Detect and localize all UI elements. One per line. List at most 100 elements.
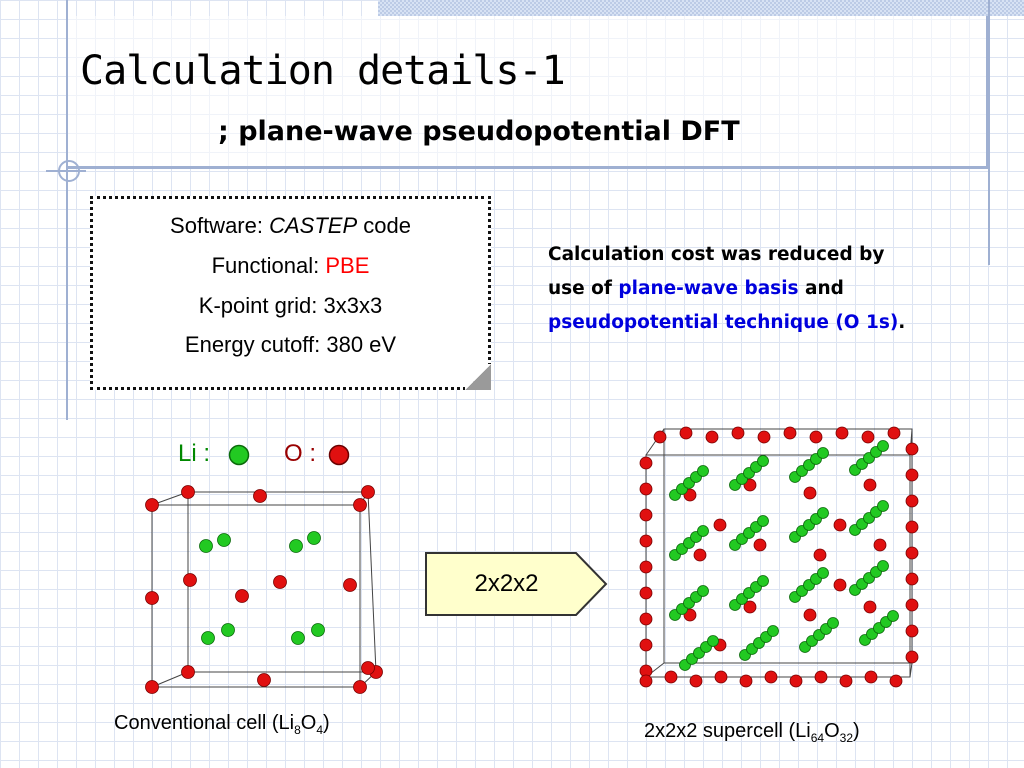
oxygen-atom (803, 486, 817, 500)
title-panel (68, 16, 989, 169)
lithium-atom (697, 465, 709, 477)
note-pseudopotential: pseudopotential technique (O 1s) (548, 312, 899, 333)
lithium-atom (707, 635, 719, 647)
oxygen-atom (731, 426, 745, 440)
super-caption-sub2: 32 (839, 731, 854, 745)
oxygen-atom (889, 674, 903, 688)
arrow-label: 2x2x2 (474, 570, 539, 597)
oxygen-atom (783, 426, 797, 440)
supercell-diagram (639, 426, 919, 688)
conv-caption-mid: O (300, 712, 317, 734)
lithium-atom (757, 575, 769, 587)
note-line-3: pseudopotential technique (O 1s). (548, 306, 968, 340)
lithium-atom (217, 533, 231, 547)
lithium-atom (877, 560, 889, 572)
oxygen-atom (905, 468, 919, 482)
functional-label: Functional: (211, 253, 326, 278)
note-line-1: Calculation cost was reduced by (548, 244, 885, 265)
oxygen-atom (257, 673, 271, 687)
oxygen-atom (145, 680, 159, 694)
right-rule (988, 0, 990, 265)
oxygen-atom (861, 430, 875, 444)
oxygen-atom (639, 482, 653, 496)
oxygen-atom (814, 670, 828, 684)
oxygen-atom (809, 430, 823, 444)
oxygen-atom (873, 538, 887, 552)
lithium-atom (817, 567, 829, 579)
note-line-2: use of plane-wave basis and (548, 272, 968, 306)
oxygen-atom (764, 670, 778, 684)
oxygen-atom (679, 426, 693, 440)
oxygen-atom (714, 670, 728, 684)
oxygen-atom (353, 680, 367, 694)
oxygen-atom (803, 608, 817, 622)
oxygen-atom (753, 538, 767, 552)
registration-mark-icon (58, 160, 80, 182)
oxygen-atom (905, 650, 919, 664)
lithium-atom (817, 447, 829, 459)
oxygen-atom (689, 674, 703, 688)
oxygen-atom (743, 600, 757, 614)
left-rule (66, 0, 68, 420)
oxygen-atom (639, 674, 653, 688)
lithium-atom (199, 539, 213, 553)
conventional-cell-edges (151, 491, 377, 688)
lithium-atom (767, 625, 779, 637)
lithium-atom (757, 515, 769, 527)
oxygen-atom (864, 670, 878, 684)
supercell-arrow: 2x2x2 (424, 551, 610, 617)
oxygen-atom (905, 624, 919, 638)
oxygen-atom (639, 560, 653, 574)
page-subtitle: ; plane-wave pseudopotential DFT (218, 116, 740, 147)
oxygen-atom (835, 426, 849, 440)
functional-value: PBE (325, 253, 370, 278)
oxygen-atom (713, 518, 727, 532)
oxygen-atom (639, 586, 653, 600)
oxygen-atom (343, 578, 357, 592)
oxygen-atom (789, 674, 803, 688)
o-atom-legend-icon (328, 444, 350, 466)
conv-caption-prefix: Conventional cell (Li (114, 712, 295, 734)
oxygen-atom (639, 638, 653, 652)
conv-caption-sub1: 8 (294, 723, 301, 737)
cutoff-line: Energy cutoff: 380 eV (184, 332, 397, 357)
oxygen-atom (905, 442, 919, 456)
oxygen-atom (813, 548, 827, 562)
lithium-atom (221, 623, 235, 637)
oxygen-atom (273, 575, 287, 589)
kpoint-line: K-point grid: 3x3x3 (198, 293, 383, 318)
lithium-atom (311, 623, 325, 637)
legend-o: O : (284, 440, 316, 468)
oxygen-atom (757, 430, 771, 444)
lithium-atom (201, 631, 215, 645)
note-line-2-prefix: use of (548, 278, 619, 299)
conventional-cell-caption: Conventional cell (Li8O4) (114, 712, 330, 737)
conv-caption-suffix: ) (323, 712, 330, 734)
supercell-caption: 2x2x2 supercell (Li64O32) (644, 720, 860, 745)
lithium-atom (887, 610, 899, 622)
oxygen-atom (181, 485, 195, 499)
page-fold-corner (465, 364, 491, 390)
software-line: Software: CASTEP code (93, 213, 488, 239)
oxygen-atom (664, 670, 678, 684)
lithium-atom (291, 631, 305, 645)
lithium-atom (307, 531, 321, 545)
oxygen-atom (181, 665, 195, 679)
conv-caption-sub2: 4 (316, 723, 324, 737)
functional-line: Functional: PBE (93, 253, 488, 279)
conventional-cell-diagram (145, 485, 383, 694)
software-suffix: code (357, 213, 411, 238)
oxygen-atom (361, 485, 375, 499)
legend-li: Li : (178, 440, 210, 468)
lithium-atom (697, 525, 709, 537)
oxygen-atom (183, 573, 197, 587)
oxygen-atom (833, 578, 847, 592)
oxygen-atom (905, 572, 919, 586)
legend-o-label: O : (284, 440, 317, 467)
oxygen-atom (145, 591, 159, 605)
note-line-3-suffix: . (898, 312, 906, 333)
lithium-atom (877, 440, 889, 452)
oxygen-atom (833, 518, 847, 532)
oxygen-atom (705, 430, 719, 444)
oxygen-atom (353, 498, 367, 512)
